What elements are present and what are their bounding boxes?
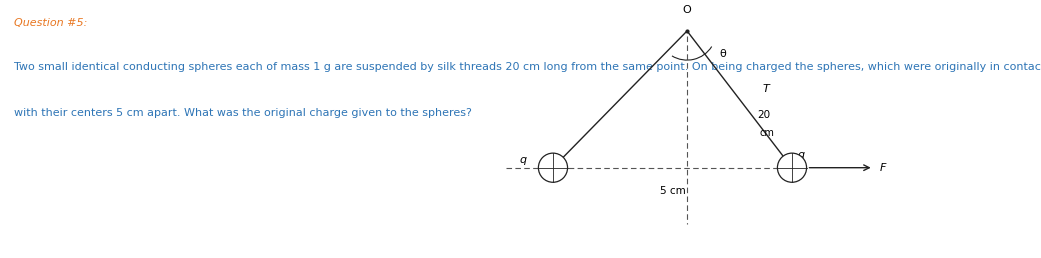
Text: Two small identical conducting spheres each of mass 1 g are suspended by silk th: Two small identical conducting spheres e… (14, 62, 1041, 72)
Ellipse shape (778, 153, 807, 182)
Text: Question #5:: Question #5: (14, 18, 86, 28)
Text: O: O (683, 5, 691, 15)
Text: with their centers 5 cm apart. What was the original charge given to the spheres: with their centers 5 cm apart. What was … (14, 108, 472, 118)
Text: 20: 20 (757, 110, 770, 120)
Text: T: T (763, 84, 769, 94)
Ellipse shape (538, 153, 567, 182)
Text: 5 cm: 5 cm (660, 186, 685, 196)
Text: cm: cm (760, 128, 775, 138)
Text: q: q (519, 155, 527, 165)
Text: q: q (797, 150, 805, 160)
Text: F: F (880, 163, 886, 173)
Text: θ: θ (719, 49, 726, 59)
